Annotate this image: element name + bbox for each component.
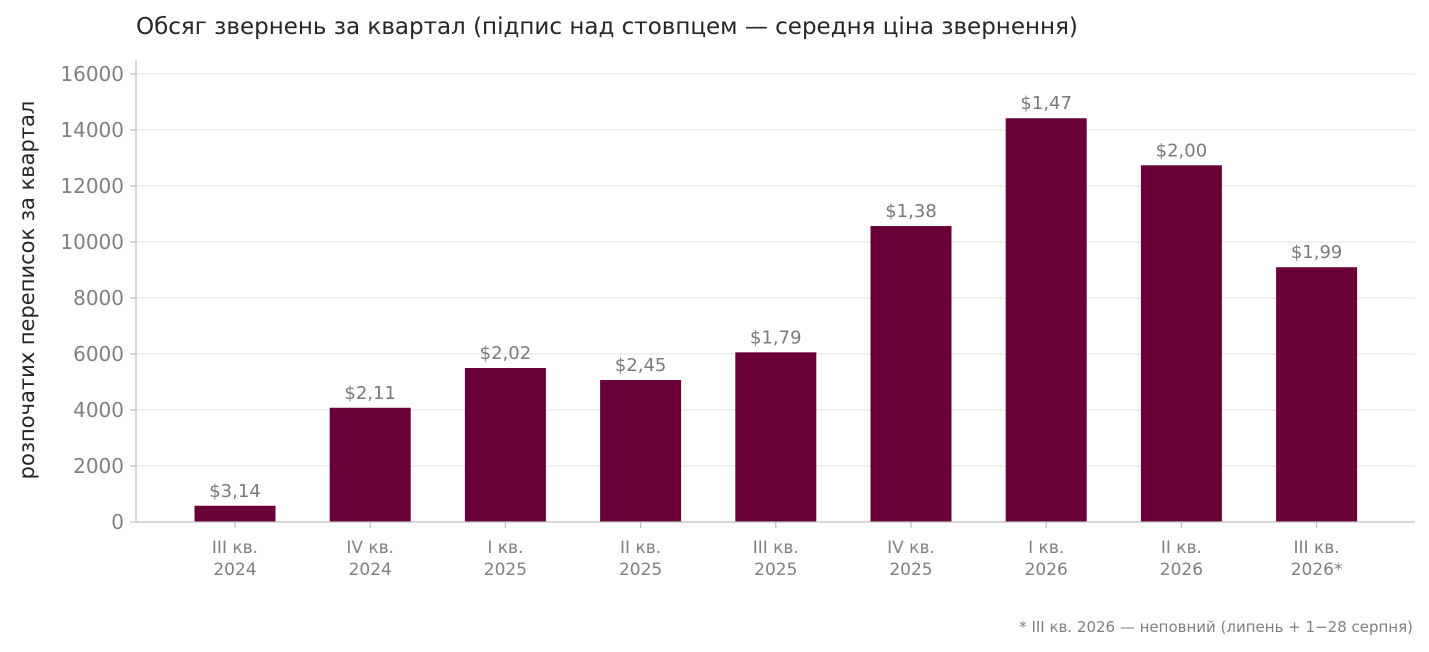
bar <box>600 380 682 522</box>
axes: 0 2000 4000 6000 8000 10000 12000 14000 16000 III… <box>60 60 1415 580</box>
y-tick-label: 10000 <box>60 230 124 254</box>
y-tick-label: 4000 <box>73 398 124 422</box>
x-tick-label: 2026* <box>1291 560 1343 580</box>
x-tick-label: II кв. <box>620 538 661 558</box>
y-tick-label: 2000 <box>73 454 124 478</box>
bars <box>194 118 1358 523</box>
data-label: $2,11 <box>344 383 396 404</box>
footnote: * III кв. 2026 — неповний (липень + 1−28… <box>1019 618 1413 636</box>
x-tick-label: 2025 <box>754 560 797 580</box>
x-tick-label: 2024 <box>213 560 256 580</box>
x-tick-label: III кв. <box>753 538 799 558</box>
x-tick-label: I кв. <box>1028 538 1064 558</box>
x-tick-label: 2025 <box>619 560 662 580</box>
data-label: $1,47 <box>1020 93 1072 114</box>
x-tick-label: 2026 <box>1025 560 1068 580</box>
data-label: $1,79 <box>750 327 802 348</box>
y-tick-label: 8000 <box>73 286 124 310</box>
data-label: $2,00 <box>1156 140 1208 161</box>
y-axis-label: розпочатих переписок за квартал <box>15 101 39 480</box>
y-tick-label: 12000 <box>60 174 124 198</box>
data-label: $1,99 <box>1291 242 1343 263</box>
bar <box>870 226 952 523</box>
y-tick-label: 14000 <box>60 118 124 142</box>
x-tick-label: 2025 <box>889 560 932 580</box>
x-tick-label: II кв. <box>1161 538 1202 558</box>
x-tick-label: 2026 <box>1160 560 1203 580</box>
bar <box>464 368 546 522</box>
x-tick-label: IV кв. <box>887 538 935 558</box>
data-labels: $3,14 $2,11 $2,02 $2,45 $1,79 $1,38 $1,47 $2,00… <box>209 93 1342 502</box>
bar <box>1005 118 1087 523</box>
x-tick-label: III кв. <box>1294 538 1340 558</box>
x-tick-label: IV кв. <box>346 538 394 558</box>
x-tick-label: I кв. <box>487 538 523 558</box>
x-tick-label: 2024 <box>349 560 392 580</box>
bar <box>1140 165 1222 522</box>
x-tick-label: 2025 <box>484 560 527 580</box>
data-label: $2,45 <box>615 355 667 376</box>
chart-title: Обсяг звернень за квартал (підпис над ст… <box>136 14 1078 40</box>
data-label: $1,38 <box>885 201 937 222</box>
bar <box>735 352 817 522</box>
x-tick-label: III кв. <box>212 538 258 558</box>
bar <box>329 407 411 522</box>
y-tick-label: 0 <box>111 510 124 534</box>
bar <box>194 505 276 522</box>
data-label: $2,02 <box>480 343 532 364</box>
data-label: $3,14 <box>209 481 261 502</box>
y-tick-label: 16000 <box>60 62 124 86</box>
y-tick-label: 6000 <box>73 342 124 366</box>
bar <box>1276 267 1358 522</box>
